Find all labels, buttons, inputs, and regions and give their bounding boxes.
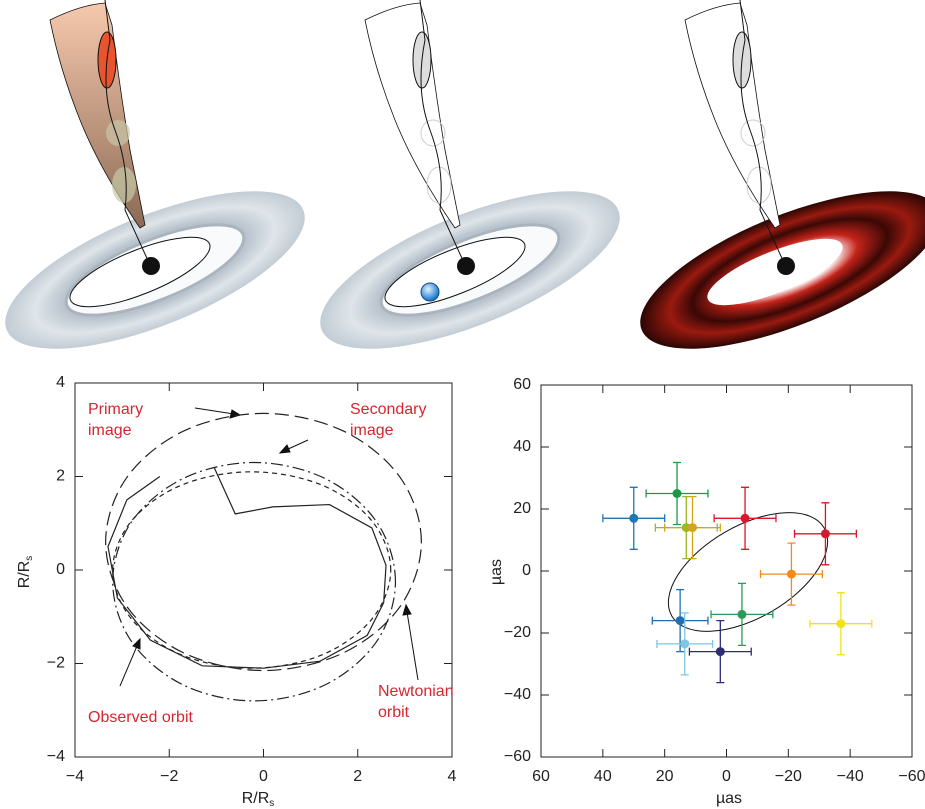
y-tick-label: 20 — [513, 500, 531, 517]
x-tick-label: −60 — [898, 768, 925, 785]
plot-frame — [540, 384, 913, 758]
x-tick-label: 0 — [722, 768, 731, 785]
data-point — [737, 609, 747, 619]
y-tick-label: −2 — [47, 655, 65, 672]
data-point — [680, 639, 690, 649]
orbit-curve — [112, 461, 397, 702]
data-point — [836, 619, 846, 629]
y-tick-label: −40 — [504, 686, 531, 703]
astrometry-chart: µas µas 60 40 20 0 −20 −40 −60 −60 −40 −20 0 20 40 60 — [488, 376, 925, 807]
arrows — [119, 407, 419, 687]
y-tick-label: −4 — [47, 748, 65, 765]
y-axis-label: R/Rs — [16, 556, 34, 589]
orbit-curve — [105, 412, 422, 672]
x-tick-label: 40 — [594, 768, 612, 785]
data-point — [786, 569, 796, 579]
annotation: Newtonian — [378, 683, 454, 700]
annotation: image — [88, 422, 132, 439]
y-tick-label: 60 — [513, 376, 531, 393]
x-axis-label: µas — [716, 790, 742, 807]
illustration-2 — [320, 0, 620, 349]
illustration-3 — [640, 0, 925, 349]
x-tick-label: −2 — [160, 768, 178, 785]
x-tick-label: −20 — [775, 768, 802, 785]
annotation: Observed orbit — [88, 709, 193, 726]
data-point — [715, 647, 725, 657]
y-tick-label: 4 — [56, 374, 65, 391]
y-tick-label: 40 — [513, 438, 531, 455]
data-point — [629, 513, 639, 523]
y-tick-label: −20 — [504, 624, 531, 641]
y-tick-label: 2 — [56, 468, 65, 485]
x-axis-label: R/Rs — [242, 790, 275, 808]
fit-ellipse — [667, 512, 829, 632]
data-point — [687, 523, 697, 533]
annotation: orbit — [378, 704, 410, 721]
orbit-chart: Primary image Secondary image Newtonian … — [16, 374, 456, 808]
x-tick-label: 2 — [353, 768, 362, 785]
annotation: Secondary — [350, 401, 427, 418]
y-axis-label: µas — [488, 559, 505, 585]
annotation: Primary — [88, 401, 143, 418]
x-tick-label: −40 — [837, 768, 864, 785]
data-point — [820, 529, 830, 539]
y-tick-label: −60 — [504, 748, 531, 765]
orbit-curve — [107, 466, 387, 669]
y-tick-label: 0 — [56, 561, 65, 578]
illustration-1 — [5, 0, 305, 349]
orbit-curve — [112, 471, 392, 669]
x-tick-label: 4 — [448, 768, 457, 785]
data-point — [675, 616, 685, 626]
annotation: image — [350, 422, 394, 439]
x-tick-label: 60 — [532, 768, 550, 785]
y-tick-label: 0 — [522, 562, 531, 579]
x-tick-label: −4 — [66, 768, 84, 785]
data-point — [672, 489, 682, 498]
data-point — [740, 513, 750, 523]
x-tick-label: 0 — [259, 768, 268, 785]
x-tick-label: 20 — [656, 768, 674, 785]
